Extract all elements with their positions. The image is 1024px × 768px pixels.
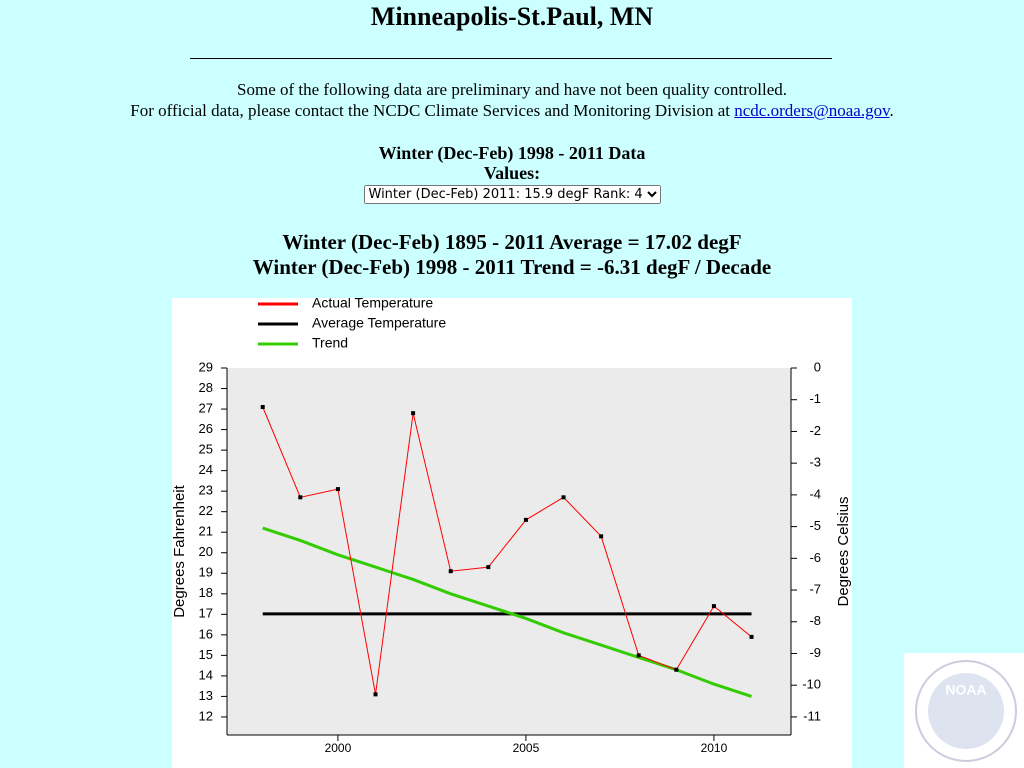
logo-disc xyxy=(928,673,1004,749)
y-tick-label: 24 xyxy=(199,462,213,477)
y-tick-label: 26 xyxy=(199,421,213,436)
y2-tick-label: -9 xyxy=(809,645,821,660)
y2-tick-label: -10 xyxy=(802,677,821,692)
y2-tick-label: -8 xyxy=(809,613,821,628)
x-tick-label: 2010 xyxy=(701,741,728,755)
data-heading: Winter (Dec-Feb) 1998 - 2011 Data xyxy=(378,143,646,163)
y2-tick-label: -1 xyxy=(809,391,821,406)
y-tick-label: 25 xyxy=(199,442,213,457)
y-tick-label: 17 xyxy=(199,606,213,621)
plot-area xyxy=(227,368,791,735)
data-point xyxy=(335,487,340,492)
y-tick-label: 13 xyxy=(199,688,213,703)
divider xyxy=(190,58,832,59)
trend-line: Winter (Dec-Feb) 1998 - 2011 Trend = -6.… xyxy=(252,255,772,279)
page-title: Minneapolis-St.Paul, MN xyxy=(370,2,654,31)
y2-tick-label: -4 xyxy=(809,486,821,501)
legend-label: Average Temperature xyxy=(312,315,446,331)
series-line xyxy=(262,406,752,695)
y-tick-label: 12 xyxy=(199,708,213,723)
y-tick-label: 20 xyxy=(199,544,213,559)
values-select[interactable]: Winter (Dec-Feb) 2011: 15.9 degF Rank: 4 xyxy=(363,185,661,204)
y2-axis-title: Degrees Celsius xyxy=(835,496,852,606)
notice-end: . xyxy=(889,101,894,120)
logo-text: NOAA xyxy=(945,682,986,698)
y2-tick-label: 0 xyxy=(814,359,821,374)
x-tick-label: 2005 xyxy=(513,741,540,755)
data-point xyxy=(599,534,604,539)
notice-text: For official data, please contact the NC… xyxy=(130,101,731,120)
legend-label: Actual Temperature xyxy=(312,298,433,311)
data-point xyxy=(749,634,754,639)
y2-tick-label: -6 xyxy=(809,550,821,565)
y-tick-label: 29 xyxy=(199,359,213,374)
data-point xyxy=(486,565,491,570)
data-point xyxy=(260,404,265,409)
data-point xyxy=(448,569,453,574)
chart: 12 13 14 15 16 17 18 19 20 21 22 23 24 25 26 27 28 29 0 -1 -… xyxy=(172,298,852,768)
data-point xyxy=(298,495,303,500)
y-tick-label: 14 xyxy=(199,667,213,682)
email-link[interactable]: ncdc.orders@noaa.gov xyxy=(734,101,890,120)
y-tick-label: 22 xyxy=(199,503,213,518)
y-tick-label: 15 xyxy=(199,647,213,662)
noaa-logo: NOAA xyxy=(904,653,1024,768)
notice-line: For official data, please contact the NC… xyxy=(0,101,1024,121)
data-point xyxy=(373,692,378,697)
legend-label: Trend xyxy=(312,335,348,351)
y2-tick-label: -3 xyxy=(809,455,821,470)
y-axis-title: Degrees Fahrenheit xyxy=(172,484,188,617)
y-tick-label: 16 xyxy=(199,626,213,641)
data-point xyxy=(523,517,528,522)
y-tick-label: 19 xyxy=(199,565,213,580)
notice-line: Some of the following data are prelimina… xyxy=(237,80,787,99)
data-point xyxy=(711,604,716,609)
data-point xyxy=(636,653,641,658)
data-point xyxy=(674,667,679,672)
y-tick-label: 27 xyxy=(199,400,213,415)
y-tick-label: 21 xyxy=(199,524,213,539)
values-label: Values: xyxy=(483,163,541,183)
y2-tick-label: -7 xyxy=(809,581,821,596)
data-point xyxy=(561,495,566,500)
y2-tick-label: -11 xyxy=(803,708,821,723)
select-wrap: Winter (Dec-Feb) 2011: 15.9 degF Rank: 4 xyxy=(0,185,1024,204)
average-line: Winter (Dec-Feb) 1895 - 2011 Average = 1… xyxy=(282,230,742,254)
y-tick-label: 28 xyxy=(199,380,213,395)
x-tick-label: 2000 xyxy=(325,741,352,755)
y-tick-label: 18 xyxy=(199,585,213,600)
y2-tick-label: -2 xyxy=(809,423,821,438)
y2-tick-label: -5 xyxy=(809,518,821,533)
y-tick-label: 23 xyxy=(199,483,213,498)
data-point xyxy=(411,411,416,416)
